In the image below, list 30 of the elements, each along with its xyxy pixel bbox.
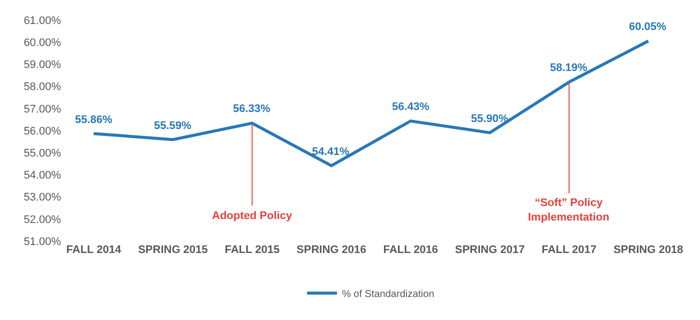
- y-tick-label: 55.00%: [24, 147, 62, 160]
- x-tick-label: SPRING 2018: [613, 244, 684, 256]
- x-tick-label: FALL 2014: [66, 244, 122, 256]
- text: 55.59%: [154, 120, 192, 132]
- x-tick-label: SPRING 2015: [138, 244, 208, 256]
- y-tick-label: 54.00%: [24, 170, 62, 182]
- y-tick-label: 56.00%: [24, 125, 62, 138]
- y-tick-label: 53.00%: [24, 192, 62, 204]
- x-tick-label: FALL 2015: [224, 244, 280, 256]
- y-tick-label: 51.00%: [24, 236, 62, 248]
- text: 56.33%: [233, 103, 270, 115]
- legend-label: % of Standardization: [342, 288, 434, 300]
- text: 60.05%: [629, 21, 666, 33]
- y-tick-label: 57.00%: [24, 103, 62, 116]
- text: 55.86%: [75, 114, 112, 126]
- text: 54.41%: [312, 146, 350, 158]
- y-tick-label: 60.00%: [24, 36, 62, 49]
- text: 55.90%: [471, 113, 508, 125]
- text: 56.43%: [392, 101, 430, 113]
- y-tick-label: 52.00%: [24, 214, 62, 226]
- y-tick-label: 59.00%: [24, 59, 62, 72]
- y-tick-label: 58.00%: [24, 81, 62, 94]
- x-tick-label: FALL 2017: [542, 244, 596, 256]
- x-tick-label: FALL 2016: [383, 244, 438, 256]
- text: 58.19%: [550, 62, 588, 74]
- x-tick-label: SPRING 2016: [296, 244, 366, 256]
- y-tick-label: 61.00%: [24, 14, 62, 27]
- ref-line-label: “Soft” Policy Implementation: [528, 197, 610, 224]
- ref-line-label: Adopted Policy: [212, 210, 293, 222]
- x-tick-label: SPRING 2017: [455, 244, 525, 256]
